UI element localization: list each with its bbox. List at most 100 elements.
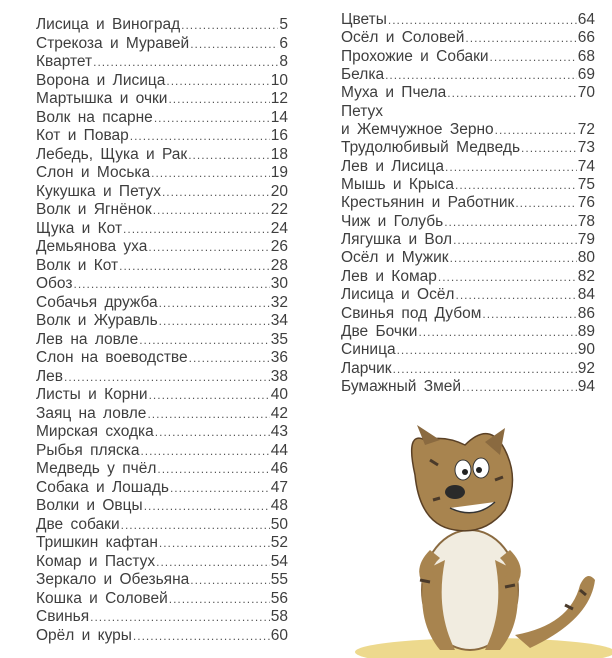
toc-entry-page: 50 [270,515,288,533]
toc-entry-title: Тришкин кафтан [36,534,158,551]
toc-entry[interactable]: Волк и Журавль 34 [36,312,288,331]
toc-entry[interactable]: Лягушка и Вол 79 [341,231,595,249]
toc-entry[interactable]: Волки и Овцы 48 [36,497,288,516]
toc-entry[interactable]: Мирская сходка 43 [36,423,288,442]
toc-entry[interactable]: Волк и Ягнёнок 22 [36,201,288,220]
toc-entry[interactable]: Стрекоза и Муравей 6 [36,35,288,54]
toc-entry-page: 35 [270,330,288,348]
toc-entry[interactable]: Петух [341,103,595,121]
toc-entry-page: 86 [577,304,595,322]
toc-entry-page: 8 [279,53,288,70]
leader-dots [170,479,270,498]
toc-entry-page: 6 [279,34,288,52]
leader-dots [140,442,269,461]
toc-entry-page: 56 [270,589,288,607]
leader-dots [189,349,270,368]
toc-entry[interactable]: Лисица и Виноград 5 [36,16,288,35]
toc-entry[interactable]: Обоз 30 [36,275,288,294]
leader-dots [159,294,270,313]
toc-entry[interactable]: Муха и Пчела 70 [341,84,595,102]
toc-entry-page: 72 [577,121,595,139]
toc-entry[interactable]: Осёл и Соловей 66 [341,29,595,47]
toc-entry-page: 28 [270,256,288,274]
toc-entry[interactable]: Кот и Повар 16 [36,127,288,146]
toc-entry[interactable]: Лев и Лисица 74 [341,158,595,176]
toc-entry[interactable]: Ворона и Лисица 10 [36,72,288,91]
toc-entry[interactable]: Квартет 8 [36,53,288,72]
toc-entry-title: Волки и Овцы [36,497,143,514]
leader-dots [190,35,278,54]
toc-entry-page: 24 [270,219,288,237]
toc-entry-page: 19 [270,164,288,181]
toc-entry[interactable]: Прохожие и Собаки 68 [341,48,595,66]
toc-entry[interactable]: Чиж и Голубь 78 [341,213,595,231]
leader-dots [490,48,577,66]
toc-entry[interactable]: Белка 69 [341,66,595,84]
toc-entry[interactable]: Тришкин кафтан 52 [36,534,288,553]
toc-entry[interactable]: Цветы 64 [341,11,595,29]
toc-entry-page: 36 [270,349,288,366]
toc-entry[interactable]: Синица 90 [341,341,595,359]
toc-entry[interactable]: Рыбья пляска 44 [36,442,288,461]
leader-dots [64,368,270,387]
toc-entry-title: Крестьянин и Работник [341,194,515,212]
toc-entry[interactable]: Собака и Лошадь 47 [36,479,288,498]
toc-entry-page: 44 [270,441,288,459]
toc-entry[interactable]: Слон и Моська 19 [36,164,288,183]
leader-dots [393,360,577,378]
toc-entry-page: 43 [270,423,288,440]
toc-entry[interactable]: Волк и Кот 28 [36,257,288,276]
toc-entry[interactable]: Комар и Пастух 54 [36,553,288,572]
toc-entry[interactable]: Крестьянин и Работник 76 [341,194,595,212]
toc-entry[interactable]: Свинья под Дубом 86 [341,305,595,323]
toc-entry-title: Две Бочки [341,322,418,340]
toc-entry[interactable]: Лев на ловле 35 [36,331,288,350]
leader-dots [119,257,270,276]
toc-entry[interactable]: Осёл и Мужик 80 [341,249,595,267]
toc-entry[interactable]: Заяц на ловле 42 [36,405,288,424]
toc-entry[interactable]: Листы и Корни 40 [36,386,288,405]
toc-entry-title: Мышь и Крыса [341,176,454,194]
toc-entry-page: 66 [577,29,595,47]
toc-entry[interactable]: Зеркало и Обезьяна 55 [36,571,288,590]
toc-entry[interactable]: Мышь и Крыса 75 [341,176,595,194]
toc-entry-page: 30 [270,275,288,292]
toc-entry-title: Трудолюбивый Медведь [341,139,521,157]
toc-entry-title: Чиж и Голубь [341,212,444,230]
toc-entry[interactable]: Демьянова уха 26 [36,238,288,257]
leader-dots [444,213,577,231]
toc-entry[interactable]: Мартышка и очки 12 [36,90,288,109]
toc-entry[interactable]: Бумажный Змей 94 [341,378,595,396]
toc-entry[interactable]: Свинья 58 [36,608,288,627]
toc-entry-title: Ворона и Лисица [36,71,166,89]
toc-entry-page: 38 [270,367,288,385]
toc-entry[interactable]: Лев 38 [36,368,288,387]
leader-dots [447,84,576,102]
toc-entry-page: 69 [577,66,595,84]
leader-dots [181,16,278,35]
toc-entry-title: Две собаки [36,515,120,533]
leader-dots [397,341,577,359]
toc-entry[interactable]: Щука и Кот 24 [36,220,288,239]
leader-dots [168,90,269,109]
mouth [449,501,496,514]
toc-entry[interactable]: и Жемчужное Зерно 72 [341,121,595,139]
toc-entry[interactable]: Трудолюбивый Медведь 73 [341,139,595,157]
leader-dots [385,66,577,84]
toc-entry[interactable]: Собачья дружба 32 [36,294,288,313]
toc-entry-title: Прохожие и Собаки [341,47,489,65]
toc-entry[interactable]: Ларчик 92 [341,360,595,378]
toc-entry[interactable]: Две Бочки 89 [341,323,595,341]
toc-entry[interactable]: Кошка и Соловей 56 [36,590,288,609]
toc-entry[interactable]: Кукушка и Петух 20 [36,183,288,202]
toc-entry[interactable]: Две собаки 50 [36,516,288,535]
toc-entry-page: 68 [577,47,595,65]
toc-entry[interactable]: Слон на воеводстве 36 [36,349,288,368]
toc-entry[interactable]: Лисица и Осёл 84 [341,286,595,304]
toc-entry[interactable]: Лев и Комар 82 [341,268,595,286]
toc-entry[interactable]: Волк на псарне 14 [36,109,288,128]
toc-entry[interactable]: Лебедь, Щука и Рак 18 [36,146,288,165]
toc-entry-page: 26 [270,238,288,255]
toc-entry[interactable]: Медведь у пчёл 46 [36,460,288,479]
toc-entry[interactable]: Орёл и куры 60 [36,627,288,646]
